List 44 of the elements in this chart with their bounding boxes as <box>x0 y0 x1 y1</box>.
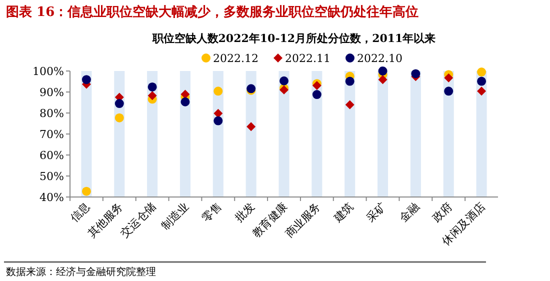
point <box>444 86 454 96</box>
point <box>312 90 322 100</box>
x-tick-label: 信息 <box>68 200 93 225</box>
point <box>477 86 486 96</box>
x-tick-label: 政府 <box>430 200 455 225</box>
x-tick-label: 采矿 <box>364 200 389 225</box>
x-tick-label: 制造业 <box>158 200 192 232</box>
point <box>411 69 420 78</box>
x-tick-label: 金融 <box>397 200 422 225</box>
y-tick-label: 90% <box>40 86 64 99</box>
point <box>148 82 157 92</box>
point <box>148 91 157 100</box>
legend-label: 2022.10 <box>357 52 402 65</box>
point <box>378 66 388 76</box>
y-tick-label: 60% <box>40 148 64 162</box>
y-tick-label: 40% <box>40 190 64 204</box>
point <box>214 86 223 96</box>
point <box>477 68 486 77</box>
y-tick-label: 80% <box>40 106 64 120</box>
point <box>82 75 91 84</box>
point <box>444 73 454 82</box>
x-tick-label: 批发 <box>232 200 258 225</box>
point <box>82 186 91 196</box>
point <box>114 99 124 108</box>
point <box>477 76 486 86</box>
point <box>246 122 256 132</box>
point <box>280 76 288 86</box>
y-tick-label: 100% <box>32 64 64 78</box>
legend-label: 2022.12 <box>213 52 258 65</box>
point <box>114 113 124 122</box>
point <box>345 100 354 110</box>
y-tick-label: 70% <box>40 128 64 141</box>
point <box>214 116 223 126</box>
point <box>378 75 388 84</box>
point <box>345 76 354 86</box>
point <box>180 97 190 106</box>
y-tick-label: 50% <box>40 170 64 183</box>
point <box>180 90 190 99</box>
x-tick-label: 建筑 <box>330 200 356 226</box>
legend-label: 2022.11 <box>285 52 330 65</box>
source-note: 数据来源：经济与金融研究院整理 <box>6 266 156 278</box>
chart-subtitle: 职位空缺人数2022年10-12月所处分位数，2011年以来 <box>151 32 436 45</box>
chart-title: 图表 16：信息业职位空缺大幅减少，多数服务业职位空缺仍处往年高位 <box>6 4 419 20</box>
x-tick-label: 零售 <box>200 200 224 225</box>
